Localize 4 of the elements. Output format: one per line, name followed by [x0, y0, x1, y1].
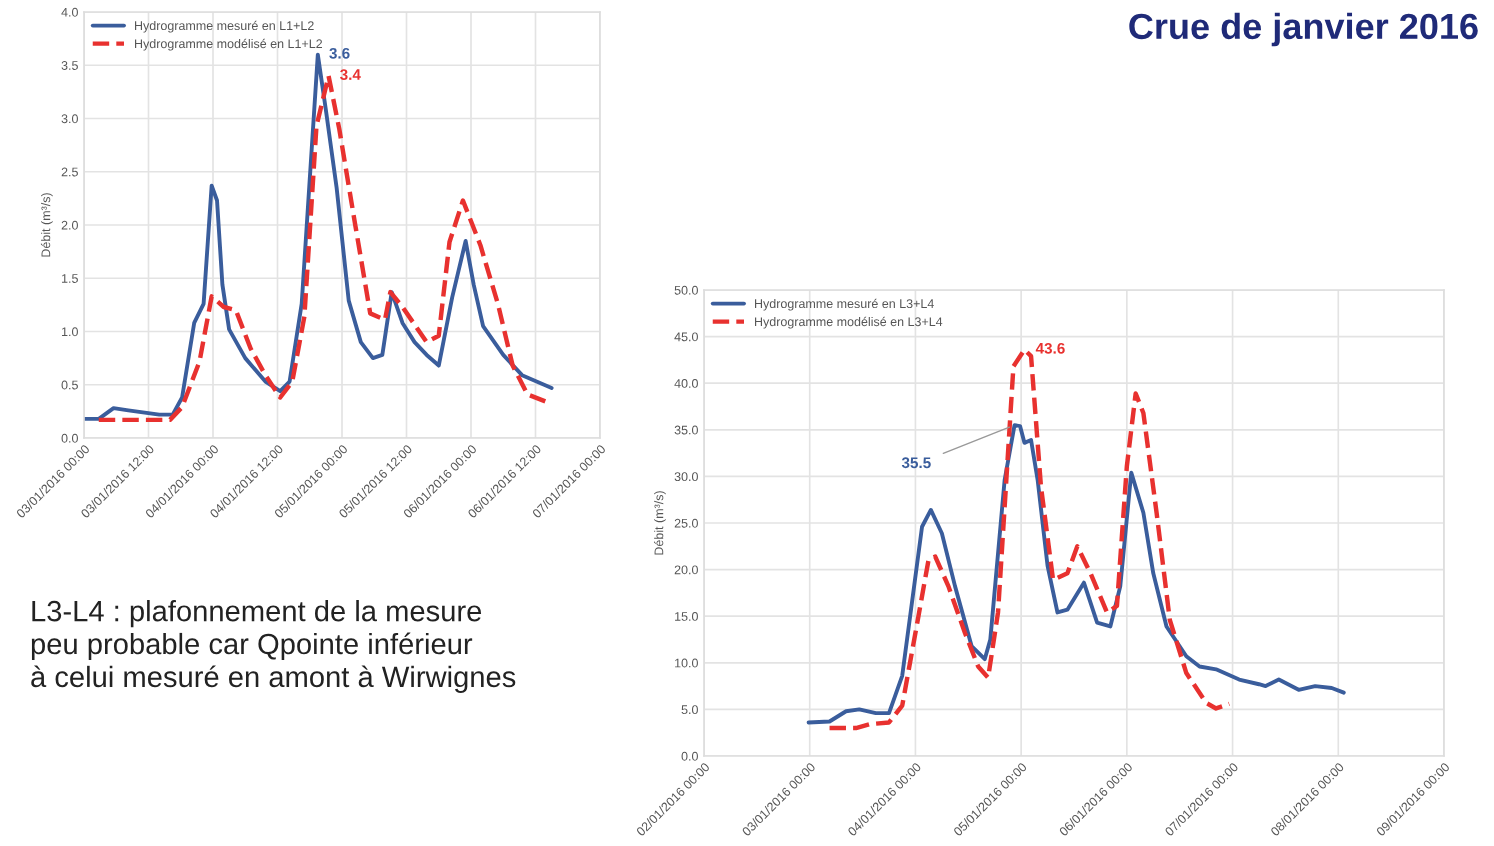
line-series	[827, 347, 1232, 731]
chart-title: Crue de janvier 2016	[1129, 12, 1478, 47]
text: L3-L4 : plafonnement de la mesure peu probable car Qpointe inférieur à celui mesuré en amont à Wirwignes	[31, 600, 516, 693]
line-series	[806, 423, 1346, 725]
